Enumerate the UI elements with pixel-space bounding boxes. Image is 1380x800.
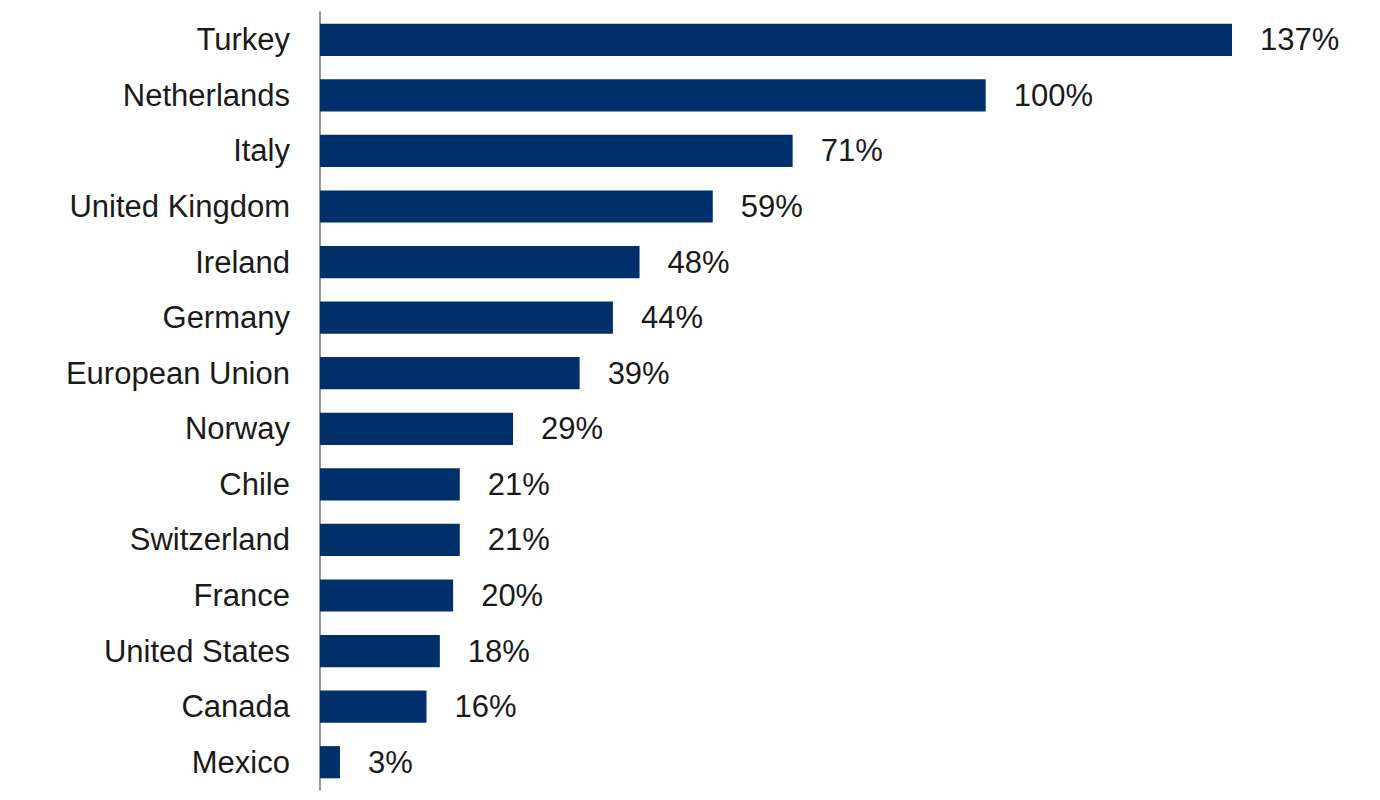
svg-text:3%: 3% <box>368 745 413 780</box>
svg-text:44%: 44% <box>641 300 703 335</box>
svg-text:Ireland: Ireland <box>195 245 290 280</box>
svg-text:Chile: Chile <box>219 467 290 502</box>
svg-text:137%: 137% <box>1260 22 1339 57</box>
svg-text:16%: 16% <box>455 689 517 724</box>
svg-text:Canada: Canada <box>181 689 290 724</box>
svg-text:United States: United States <box>104 634 290 669</box>
svg-text:Turkey: Turkey <box>196 22 290 57</box>
svg-text:France: France <box>194 578 290 613</box>
svg-text:United Kingdom: United Kingdom <box>69 189 290 224</box>
svg-text:Netherlands: Netherlands <box>123 78 290 113</box>
svg-text:Mexico: Mexico <box>192 745 290 780</box>
svg-text:Switzerland: Switzerland <box>130 522 290 557</box>
svg-text:20%: 20% <box>481 578 543 613</box>
svg-text:100%: 100% <box>1014 78 1093 113</box>
svg-text:39%: 39% <box>608 356 670 391</box>
svg-text:21%: 21% <box>488 467 550 502</box>
svg-text:48%: 48% <box>668 245 730 280</box>
svg-text:Germany: Germany <box>163 300 291 335</box>
svg-text:71%: 71% <box>821 133 883 168</box>
svg-text:59%: 59% <box>741 189 803 224</box>
svg-text:Italy: Italy <box>233 133 290 168</box>
svg-text:29%: 29% <box>541 411 603 446</box>
svg-text:European Union: European Union <box>66 356 290 391</box>
svg-text:18%: 18% <box>468 634 530 669</box>
svg-text:Norway: Norway <box>185 411 291 446</box>
svg-text:21%: 21% <box>488 522 550 557</box>
